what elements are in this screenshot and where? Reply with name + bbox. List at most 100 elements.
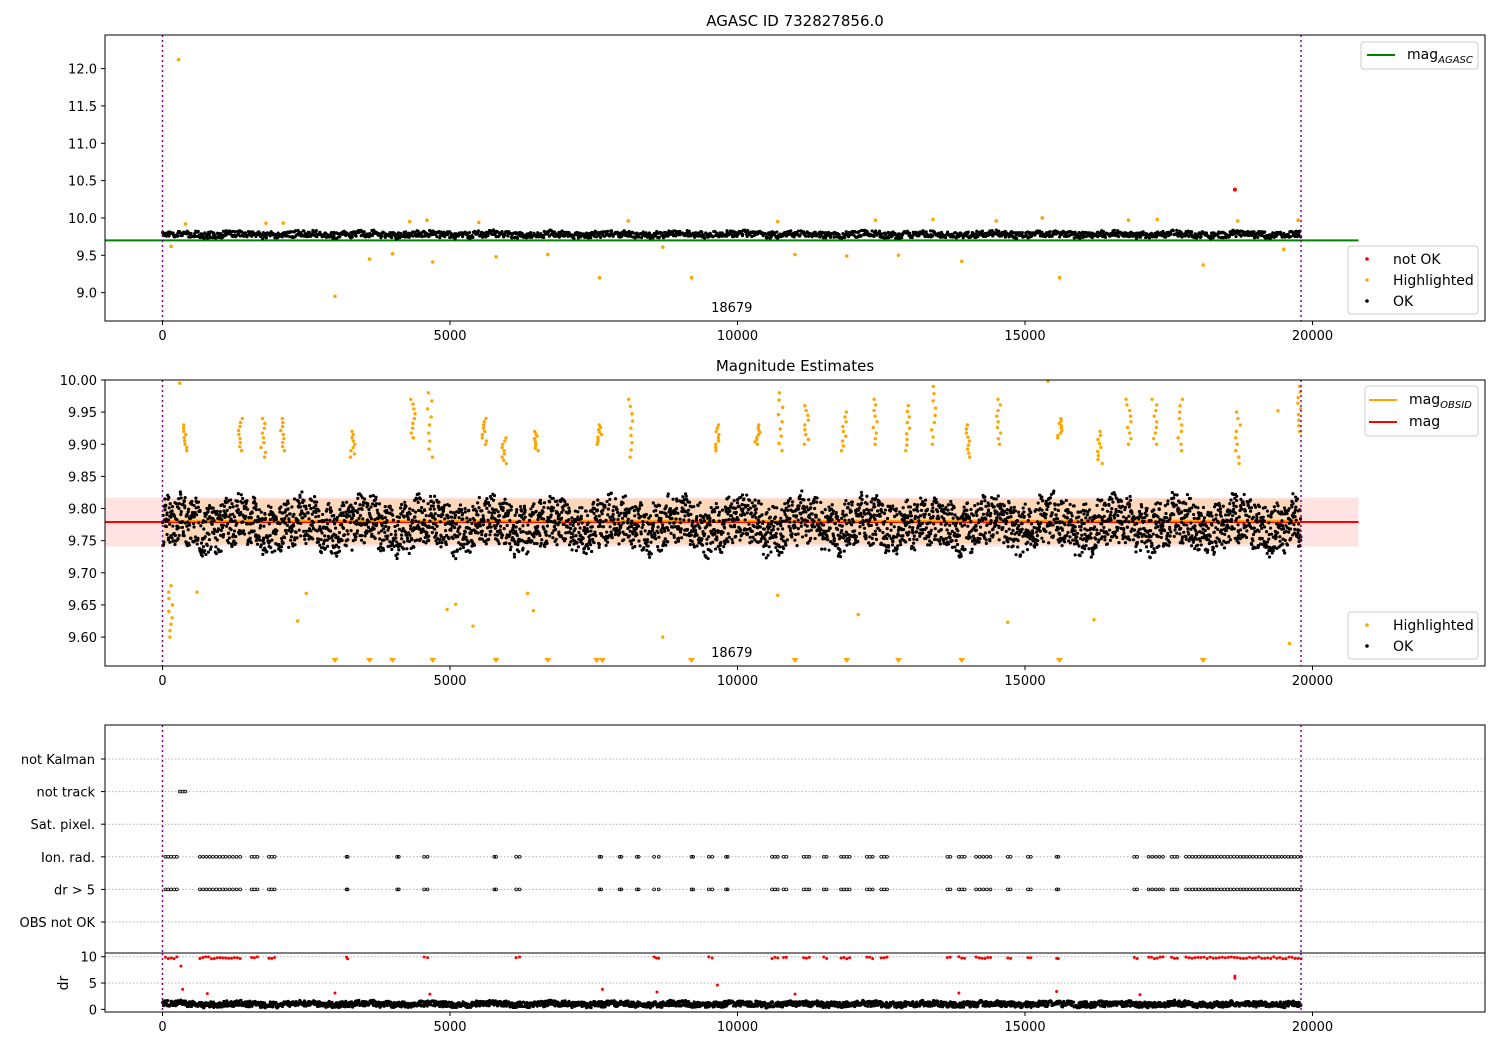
panel2-ok-point bbox=[341, 526, 346, 530]
panel2-ok-point bbox=[568, 526, 573, 530]
panel1-ok-point bbox=[1289, 234, 1293, 239]
panel2-ok-point bbox=[840, 528, 844, 533]
panel2-ok-point bbox=[639, 515, 643, 519]
panel2-ok-point bbox=[466, 520, 470, 524]
panel1-ok-point bbox=[1199, 234, 1203, 239]
panel2-ok-point bbox=[890, 543, 895, 547]
panel2-ok-point bbox=[588, 533, 592, 537]
panel2-ok-point bbox=[451, 554, 456, 558]
panel2-ok-point bbox=[365, 531, 369, 535]
panel2-ok-point bbox=[227, 541, 231, 545]
panel2-ok-point bbox=[672, 535, 676, 539]
panel2-ok-point bbox=[399, 533, 404, 537]
panel2-ok-point bbox=[913, 548, 917, 552]
panel2-ok-point bbox=[518, 527, 522, 531]
panel2-ok-point bbox=[911, 531, 915, 535]
panel2-ok-point bbox=[780, 508, 784, 512]
panel1-ok-point bbox=[246, 233, 250, 237]
panel2-ok-point bbox=[798, 493, 802, 498]
panel1-ok-point bbox=[515, 236, 520, 240]
panel2-ok-point bbox=[720, 550, 724, 554]
panel2-ok-point bbox=[980, 500, 984, 504]
panel2-ok-point bbox=[708, 523, 712, 527]
panel1-highlighted-point bbox=[176, 57, 181, 62]
panel2-ok-point bbox=[519, 504, 523, 509]
panel2-ok-point bbox=[792, 520, 797, 524]
panel2-ok-point bbox=[434, 534, 438, 538]
panel2-ok-point bbox=[461, 517, 465, 521]
panel2-ok-point bbox=[944, 536, 948, 541]
panel2-ok-point bbox=[458, 532, 462, 536]
panel2-ok-point bbox=[380, 524, 384, 528]
panel2-ok-point bbox=[860, 515, 864, 519]
panel2-ok-point bbox=[825, 534, 829, 539]
panel2-ok-point bbox=[747, 498, 752, 503]
panel2-ok-point bbox=[407, 551, 411, 556]
panel2-ok-point bbox=[682, 518, 686, 522]
panel2-ok-point bbox=[170, 536, 174, 540]
panel2-ok-point bbox=[605, 530, 609, 534]
panel2-ok-point bbox=[164, 503, 168, 507]
panel2-ok-point bbox=[741, 531, 745, 536]
panel2-ok-point bbox=[785, 538, 789, 542]
panel2-ok-point bbox=[682, 532, 686, 536]
panel2-ok-point bbox=[967, 516, 972, 521]
panel2-ok-point bbox=[918, 514, 923, 518]
panel2-ok-point bbox=[325, 544, 330, 548]
panel2-ok-point bbox=[267, 522, 271, 526]
panel2-ok-point bbox=[416, 500, 420, 504]
panel1-ok-point bbox=[615, 230, 620, 234]
panel2-ok-point bbox=[337, 531, 342, 535]
panel2-ok-point bbox=[966, 524, 970, 528]
panel2-ok-point bbox=[847, 538, 851, 542]
panel2-ok-point bbox=[802, 498, 806, 502]
panel2-ok-point bbox=[341, 501, 345, 505]
panel1-highlighted-point bbox=[597, 275, 602, 280]
panel2-ok-point bbox=[731, 541, 735, 545]
panel2-ok-point bbox=[788, 516, 792, 521]
panel1-ok-point bbox=[884, 233, 888, 237]
panel2-ok-point bbox=[854, 535, 859, 539]
panel1-ok-point bbox=[211, 236, 215, 240]
panel2-ok-point bbox=[707, 535, 711, 539]
panel2-ok-point bbox=[454, 522, 459, 526]
panel2-ok-point bbox=[447, 537, 451, 541]
panel2-ok-point bbox=[681, 495, 685, 499]
panel1-ok-point bbox=[853, 230, 858, 234]
panel2-ok-point bbox=[657, 535, 661, 539]
panel2-ok-point bbox=[986, 501, 990, 505]
panel2-ok-point bbox=[778, 545, 782, 549]
panel2-ok-point bbox=[506, 511, 511, 515]
panel2-ok-point bbox=[180, 520, 185, 524]
panel2-ok-point bbox=[709, 549, 713, 554]
panel2-ok-point bbox=[508, 533, 512, 537]
panel2-ok-point bbox=[878, 528, 882, 532]
panel2-ok-point bbox=[698, 526, 702, 530]
panel1-ok-point bbox=[987, 233, 991, 237]
panel1-ok-point bbox=[379, 234, 384, 238]
panel2-ok-point bbox=[451, 536, 455, 541]
panel2-ok-point bbox=[172, 514, 176, 518]
panel2-ok-point bbox=[478, 524, 483, 528]
panel2-ok-point bbox=[974, 528, 979, 532]
panel2-ok-point bbox=[706, 556, 710, 561]
panel2-ok-point bbox=[717, 519, 721, 523]
panel2-ok-point bbox=[215, 538, 219, 542]
panel2-ok-point bbox=[683, 514, 687, 518]
panel2-ok-point bbox=[651, 524, 655, 528]
panel1-ok-point bbox=[370, 233, 375, 237]
panel2-ok-point bbox=[948, 523, 952, 527]
panel2-ok-point bbox=[738, 505, 742, 509]
panel2-ok-point bbox=[331, 539, 335, 543]
panel2-ok-point bbox=[588, 543, 593, 547]
panel2-ok-point bbox=[817, 518, 821, 522]
panel2-ok-point bbox=[509, 504, 514, 509]
panel2-ok-point bbox=[307, 503, 312, 508]
panel2-ok-point bbox=[369, 505, 373, 509]
panel2-ok-point bbox=[734, 534, 738, 539]
panel2-ok-point bbox=[332, 513, 336, 518]
panel2-ok-point bbox=[750, 501, 754, 505]
panel2-ok-point bbox=[844, 498, 848, 503]
panel2-ok-point bbox=[385, 537, 389, 541]
panel2-ok-point bbox=[774, 535, 778, 539]
